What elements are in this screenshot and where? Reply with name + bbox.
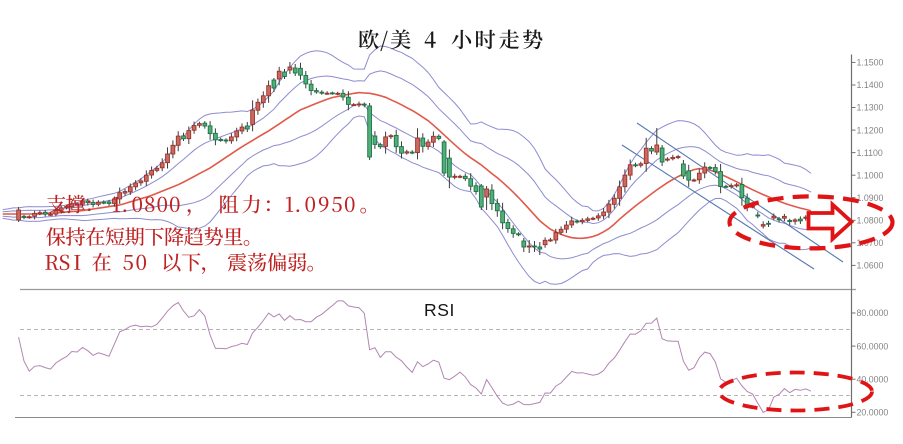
svg-text:1.0700: 1.0700 xyxy=(857,238,884,248)
svg-text:1.1000: 1.1000 xyxy=(857,170,884,180)
svg-text:1.1200: 1.1200 xyxy=(857,125,884,135)
svg-text:1.1100: 1.1100 xyxy=(857,148,883,158)
svg-text:80.0000: 80.0000 xyxy=(857,308,889,318)
svg-text:1.0600: 1.0600 xyxy=(857,261,884,271)
svg-text:40.0000: 40.0000 xyxy=(857,374,889,384)
svg-text:60.0000: 60.0000 xyxy=(857,341,889,351)
svg-text:1.0900: 1.0900 xyxy=(857,193,884,203)
svg-text:1.1500: 1.1500 xyxy=(857,58,884,68)
svg-text:1.0800: 1.0800 xyxy=(857,216,884,226)
svg-text:20.0000: 20.0000 xyxy=(857,408,889,418)
svg-text:RSI: RSI xyxy=(424,300,455,320)
svg-text:1.1300: 1.1300 xyxy=(857,103,884,113)
svg-text:1.1400: 1.1400 xyxy=(857,80,884,90)
